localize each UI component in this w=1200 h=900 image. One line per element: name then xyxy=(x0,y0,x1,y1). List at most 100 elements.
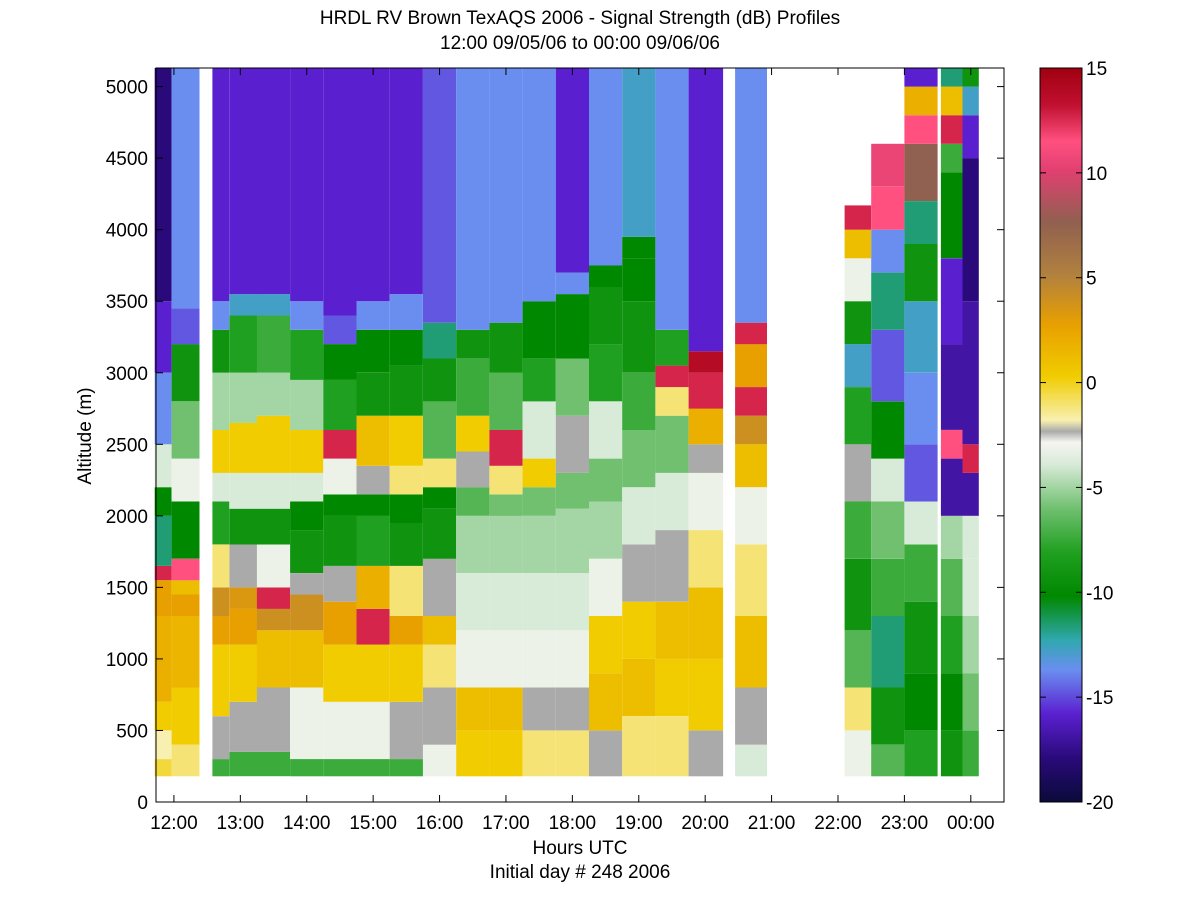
heatmap-cell xyxy=(940,616,963,674)
heatmap-cell xyxy=(389,565,423,616)
heatmap-cell xyxy=(154,701,172,731)
heatmap-cell xyxy=(154,444,172,488)
y-tick-label: 0 xyxy=(137,793,148,814)
heatmap-cell xyxy=(489,372,523,430)
heatmap-cell xyxy=(622,487,656,545)
heatmap-cell xyxy=(356,565,390,609)
heatmap-cell xyxy=(256,415,291,473)
heatmap-cell xyxy=(423,558,457,616)
heatmap-cell xyxy=(940,558,963,616)
heatmap-cell xyxy=(456,515,490,573)
heatmap-cell xyxy=(356,644,390,702)
heatmap-cell xyxy=(904,372,938,445)
heatmap-cell xyxy=(489,515,523,573)
heatmap-cell xyxy=(555,415,589,473)
heatmap-cell xyxy=(290,594,324,631)
heatmap-cell xyxy=(323,601,357,645)
heatmap-cell xyxy=(489,68,523,323)
heatmap-cell xyxy=(904,544,938,602)
heatmap-cell xyxy=(904,86,938,116)
heatmap-cell xyxy=(389,616,423,645)
initial-day-label: Initial day # 248 2006 xyxy=(489,862,671,883)
heatmap-cell xyxy=(904,143,938,201)
heatmap-cell xyxy=(844,301,872,345)
heatmap-cell xyxy=(256,315,291,373)
heatmap-cell xyxy=(229,315,257,373)
heatmap-cell xyxy=(154,372,172,445)
heatmap-cell xyxy=(688,730,724,777)
heatmap-cell xyxy=(871,143,905,187)
heatmap-cell xyxy=(622,716,656,777)
heatmap-cell xyxy=(522,301,556,359)
heatmap-cell xyxy=(171,458,200,502)
x-tick-label: 23:00 xyxy=(881,813,929,834)
heatmap-cell xyxy=(154,759,172,777)
x-tick-label: 20:00 xyxy=(681,813,729,834)
heatmap-cell xyxy=(844,630,872,688)
heatmap-cell xyxy=(871,272,905,330)
heatmap-cell xyxy=(356,465,390,495)
heatmap-cell xyxy=(256,630,291,688)
heatmap-cell xyxy=(735,387,767,416)
heatmap-cell xyxy=(871,401,905,459)
heatmap-cell xyxy=(844,387,872,445)
heatmap-cell xyxy=(622,68,656,237)
heatmap-cell xyxy=(555,630,589,688)
heatmap-cell xyxy=(522,487,556,516)
heatmap-cell xyxy=(356,494,390,516)
heatmap-cell xyxy=(212,430,230,473)
heatmap-cell xyxy=(356,372,390,416)
heatmap-cell xyxy=(154,616,172,702)
heatmap-cell xyxy=(522,573,556,631)
heatmap-cell xyxy=(589,401,623,459)
heatmap-cell xyxy=(522,458,556,488)
heatmap-cell xyxy=(290,68,324,302)
heatmap-cell xyxy=(871,687,905,745)
heatmap-cell xyxy=(622,658,656,717)
heatmap-cell xyxy=(555,272,589,295)
heatmap-cell xyxy=(522,68,556,302)
heatmap-cell xyxy=(171,580,200,595)
heatmap-cell xyxy=(962,444,979,473)
heatmap-cell xyxy=(962,730,979,777)
heatmap-cell xyxy=(555,687,589,731)
heatmap-cell xyxy=(655,415,689,473)
heatmap-cell xyxy=(212,616,230,645)
colorbar-tick-label: -20 xyxy=(1086,793,1113,814)
y-tick-label: 5000 xyxy=(106,78,148,99)
heatmap-cell xyxy=(323,379,357,430)
heatmap-cell xyxy=(212,759,230,777)
heatmap-cell xyxy=(589,265,623,287)
heatmap-cell xyxy=(389,759,423,777)
heatmap-cell xyxy=(423,68,457,323)
heatmap-cell xyxy=(735,68,767,323)
colorbar-tick-label: -5 xyxy=(1086,478,1103,499)
heatmap-cell xyxy=(962,115,979,159)
heatmap-cell xyxy=(489,494,523,516)
heatmap-cell xyxy=(735,487,767,545)
heatmap-cell xyxy=(735,344,767,387)
heatmap-cell xyxy=(256,508,291,545)
colorbar-tick-label: 0 xyxy=(1086,374,1097,395)
colorbar-tick-label: 15 xyxy=(1086,59,1107,80)
heatmap-cell xyxy=(423,687,457,745)
heatmap-cell xyxy=(655,387,689,416)
plot-area-frame xyxy=(155,67,1005,803)
y-tick-label: 2500 xyxy=(106,435,148,456)
heatmap-cell xyxy=(940,86,963,116)
y-tick-label: 1500 xyxy=(106,578,148,599)
heatmap-cell xyxy=(212,544,230,588)
heatmap-cell xyxy=(423,508,457,559)
heatmap-cell xyxy=(871,616,905,688)
y-tick-label: 4000 xyxy=(106,221,148,242)
heatmap-cell xyxy=(229,544,257,588)
heatmap-cell xyxy=(212,372,230,430)
x-tick-label: 16:00 xyxy=(416,813,464,834)
heatmap-cell xyxy=(844,205,872,230)
heatmap-cell xyxy=(171,558,200,581)
heatmap-cell xyxy=(229,472,257,509)
heatmap-cell xyxy=(688,68,724,352)
heatmap-cell xyxy=(589,501,623,559)
heatmap-cell xyxy=(904,115,938,144)
heatmap-cell xyxy=(940,68,963,87)
